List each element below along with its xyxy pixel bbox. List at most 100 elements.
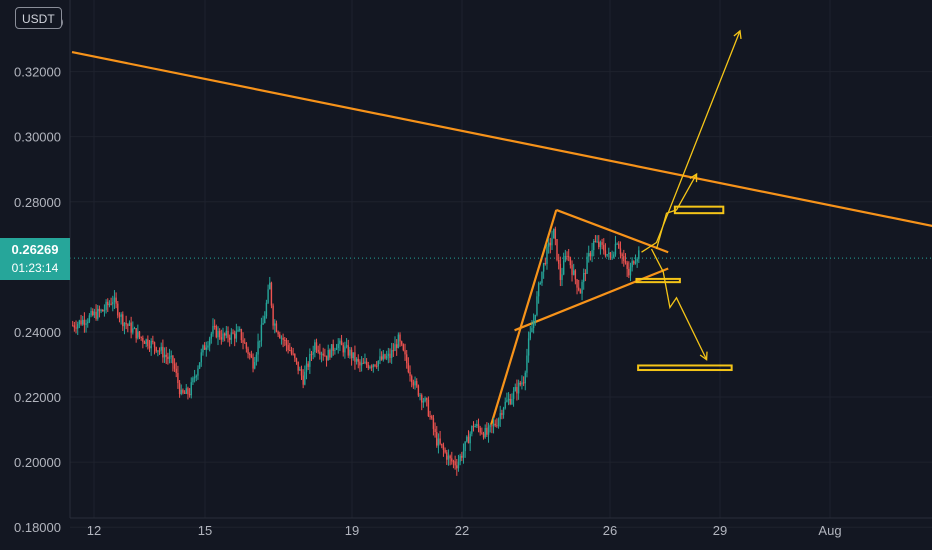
candle-body bbox=[115, 297, 117, 304]
candle-body bbox=[522, 382, 525, 384]
candle-body bbox=[295, 358, 298, 362]
time-tick-label: 12 bbox=[87, 523, 101, 538]
candle-body bbox=[259, 340, 261, 342]
candle-body bbox=[628, 268, 630, 276]
candle-body bbox=[421, 395, 423, 403]
candle-body bbox=[83, 319, 86, 325]
candle-body bbox=[624, 260, 627, 263]
candle-body bbox=[599, 242, 602, 248]
candle-body bbox=[168, 356, 171, 359]
candle-body bbox=[145, 339, 147, 344]
candle-body bbox=[604, 250, 607, 256]
candle-body bbox=[138, 331, 141, 337]
candle-body bbox=[411, 376, 413, 383]
candle-body bbox=[357, 358, 359, 362]
candle-body bbox=[544, 263, 547, 265]
candle-body bbox=[619, 248, 622, 255]
candle-body bbox=[375, 365, 378, 367]
candle-body bbox=[588, 253, 590, 257]
candle-body bbox=[633, 261, 635, 264]
target-zone-box[interactable] bbox=[637, 364, 733, 372]
projection-arrow[interactable] bbox=[641, 30, 741, 253]
arrow-head bbox=[733, 29, 742, 39]
candle-body bbox=[422, 401, 425, 403]
candle-body bbox=[279, 334, 281, 338]
candle-body bbox=[479, 427, 481, 433]
candle-body bbox=[429, 416, 431, 418]
candle-body bbox=[335, 347, 338, 350]
candle-body bbox=[310, 354, 313, 356]
candle-body bbox=[190, 382, 192, 396]
candle-body bbox=[88, 315, 91, 322]
candle-body bbox=[526, 355, 528, 373]
candle-body bbox=[245, 343, 248, 349]
trendline-layer bbox=[71, 50, 932, 426]
candle-body bbox=[459, 455, 461, 462]
projection-arrow[interactable] bbox=[650, 248, 708, 360]
candle-body bbox=[613, 254, 615, 258]
trendline[interactable] bbox=[71, 50, 932, 234]
candle-body bbox=[496, 425, 498, 427]
candle-body bbox=[167, 356, 169, 359]
candle-body bbox=[586, 256, 588, 274]
candle-body bbox=[534, 314, 536, 322]
candle-body bbox=[452, 461, 455, 463]
candle-body bbox=[123, 322, 126, 327]
candle-body bbox=[183, 392, 186, 394]
candle-body bbox=[252, 357, 254, 369]
price-tick-label: 0.32000 bbox=[14, 65, 61, 80]
price-tick-label: 0.22000 bbox=[14, 390, 61, 405]
candle-body bbox=[223, 333, 226, 336]
candle-body bbox=[233, 333, 236, 339]
candle-body bbox=[349, 349, 351, 356]
trendline[interactable] bbox=[490, 209, 558, 426]
candle-body bbox=[441, 443, 443, 446]
candle-body bbox=[601, 242, 603, 245]
candle-body bbox=[193, 377, 196, 379]
candle-body bbox=[127, 324, 129, 326]
candle-body bbox=[250, 354, 253, 358]
currency-badge[interactable]: USDT bbox=[15, 7, 62, 29]
candle-body bbox=[112, 302, 114, 305]
candle-body bbox=[432, 418, 435, 429]
candle-body bbox=[556, 239, 558, 260]
candle-body bbox=[461, 455, 463, 458]
candle-body bbox=[332, 344, 334, 351]
candle-body bbox=[529, 332, 531, 339]
candle-body bbox=[334, 349, 336, 351]
price-axis[interactable]: 0.32000 0.30000 0.28000 0.24000 0.22000 0.200… bbox=[14, 15, 63, 535]
candle-body bbox=[137, 331, 139, 339]
candle-body bbox=[462, 451, 465, 458]
candle-body bbox=[449, 455, 451, 459]
candle-body bbox=[148, 346, 151, 349]
target-zone-box[interactable] bbox=[673, 205, 725, 215]
candle-body bbox=[634, 261, 637, 264]
candle-body bbox=[554, 228, 557, 240]
candle-body bbox=[337, 343, 339, 348]
candle-body bbox=[72, 325, 74, 327]
candle-body bbox=[275, 323, 278, 332]
candle-body bbox=[215, 326, 218, 338]
candle-body bbox=[424, 398, 426, 402]
candle-body bbox=[272, 305, 274, 326]
candle-body bbox=[97, 308, 99, 319]
candle-body bbox=[412, 382, 415, 386]
candle-body bbox=[566, 255, 568, 257]
candle-body bbox=[506, 400, 508, 402]
candle-body bbox=[561, 274, 563, 280]
time-tick-label: 29 bbox=[713, 523, 727, 538]
time-axis[interactable]: 12 15 19 22 26 29 Aug bbox=[87, 523, 842, 538]
candle-body bbox=[631, 261, 633, 268]
candle-body bbox=[374, 364, 376, 366]
candle-body bbox=[195, 375, 197, 378]
candle-body bbox=[469, 433, 471, 444]
candle-body bbox=[280, 337, 283, 339]
candle-body bbox=[578, 287, 580, 291]
trendline[interactable] bbox=[555, 208, 669, 254]
candle-body bbox=[240, 329, 243, 341]
candle-body bbox=[78, 320, 81, 325]
candle-body bbox=[178, 383, 181, 395]
target-zone-box[interactable] bbox=[635, 277, 681, 284]
projection-arrow[interactable] bbox=[655, 173, 698, 250]
